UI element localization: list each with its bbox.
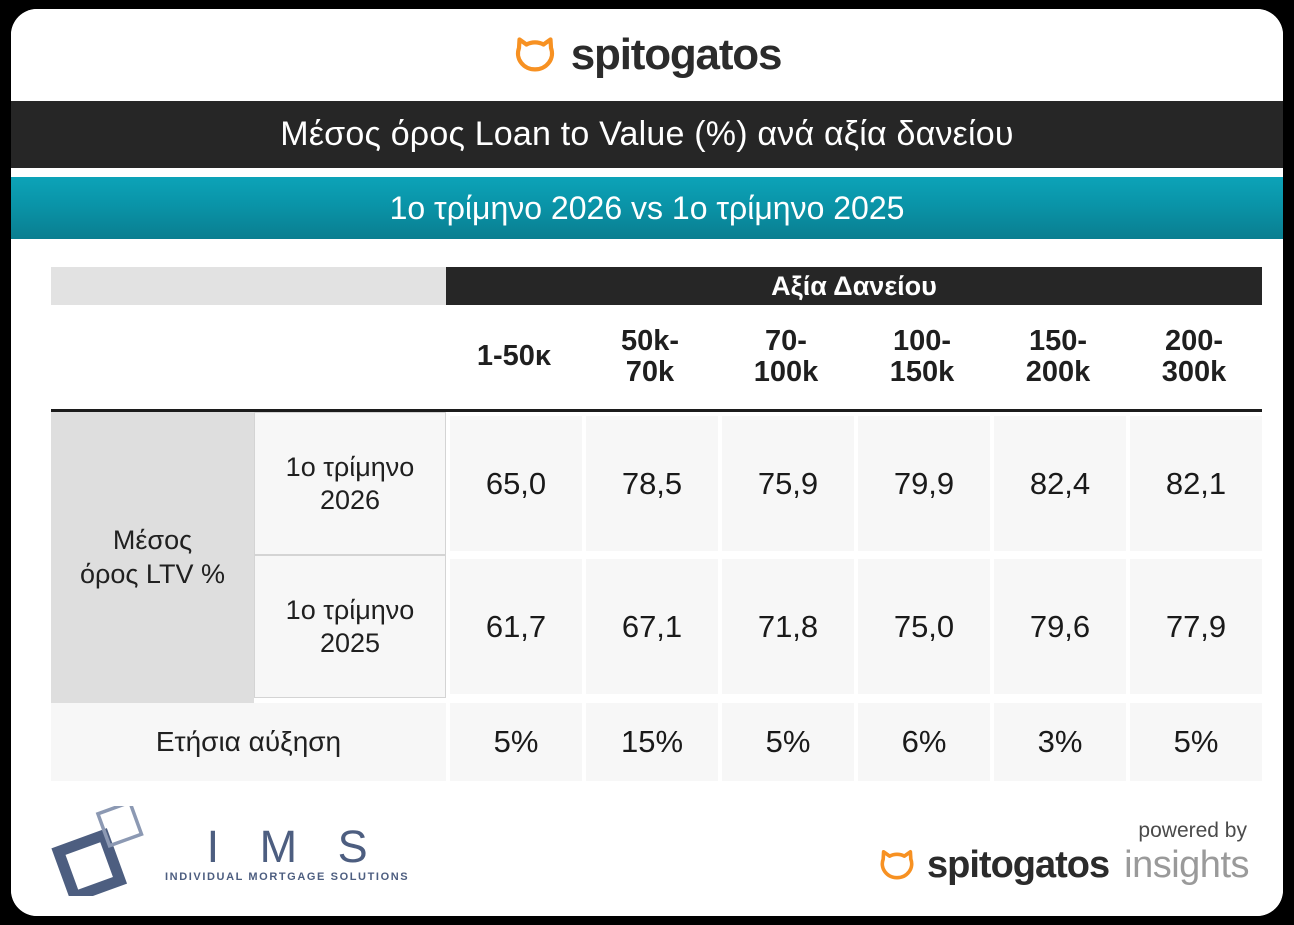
- ims-letters: I M S: [206, 820, 382, 872]
- group-header-title: Αξία Δανείου: [446, 267, 1263, 305]
- group-header-row: Αξία Δανείου: [51, 267, 1263, 305]
- row-label-q1-2025: 1ο τρίμηνο 2025: [254, 555, 446, 698]
- column-header-6-line2: 300k: [1161, 356, 1227, 388]
- header-rule: [51, 409, 1263, 412]
- cell-2026-70-100k: 75,9: [718, 412, 854, 555]
- column-header-1: 1-50κ: [446, 305, 582, 409]
- insights-logo: spitogatos insights: [878, 844, 1249, 887]
- column-header-2-line1: 50k-: [620, 324, 680, 357]
- growth-70-100k: 5%: [718, 703, 854, 781]
- column-header-4-line1: 100-: [892, 324, 952, 357]
- cell-2025-70-100k: 71,8: [718, 555, 854, 698]
- row-group-label-line1: Μέσος: [112, 524, 193, 555]
- cell-2025-200-300k: 77,9: [1126, 555, 1263, 698]
- powered-by-block: powered by spitogatos insights: [878, 819, 1249, 887]
- column-header-3-line1: 70-: [765, 324, 807, 357]
- growth-row: Ετήσια αύξηση 5% 15% 5% 6% 3% 5%: [51, 703, 1263, 781]
- column-header-4-line2: 150k: [889, 356, 955, 388]
- row-label-q1-2025-line1: 1ο τρίμηνο: [285, 594, 415, 625]
- cell-2026-200-300k: 82,1: [1126, 412, 1263, 555]
- cell-2026-50k-70k: 78,5: [582, 412, 718, 555]
- header-rule-line: [51, 409, 1263, 412]
- growth-label: Ετήσια αύξηση: [51, 703, 446, 781]
- ims-logo: I M S INDIVIDUAL MORTGAGE SOLUTIONS: [49, 799, 410, 904]
- report-title-bar: Μέσος όρος Loan to Value (%) ανά αξία δα…: [11, 101, 1283, 168]
- row-spacer: [51, 698, 1263, 703]
- column-header-5: 150- 200k: [990, 305, 1126, 409]
- column-header-3: 70- 100k: [718, 305, 854, 409]
- row-group-label: Μέσος όρος LTV %: [51, 412, 254, 703]
- insights-brand-name: spitogatos: [927, 844, 1110, 886]
- cat-icon: [513, 34, 557, 77]
- column-header-6-line1: 200-: [1164, 324, 1224, 357]
- ltv-table: Αξία Δανείου 1-50κ 50k- 70k 70- 100k: [51, 267, 1263, 781]
- table-zone: Αξία Δανείου 1-50κ 50k- 70k 70- 100k: [11, 239, 1283, 798]
- footer: I M S INDIVIDUAL MORTGAGE SOLUTIONS powe…: [11, 798, 1283, 916]
- report-subtitle-bar: 1ο τρίμηνο 2026 vs 1ο τρίμηνο 2025: [11, 177, 1283, 239]
- group-header-blank: [51, 267, 446, 305]
- cell-2026-150-200k: 82,4: [990, 412, 1126, 555]
- column-header-1-line1: 1-50κ: [476, 340, 552, 373]
- corner-blank-2: [254, 305, 446, 409]
- row-label-q1-2026: 1ο τρίμηνο 2026: [254, 412, 446, 555]
- corner-blank-1: [51, 305, 254, 409]
- table-row: 1ο τρίμηνο 2025 61,7 67,1 71,8 75,0 79,6…: [51, 555, 1263, 698]
- cell-2026-1-50k: 65,0: [446, 412, 582, 555]
- table-row: Μέσος όρος LTV % 1ο τρίμηνο 2026 65,0 78…: [51, 412, 1263, 703]
- ims-tagline: INDIVIDUAL MORTGAGE SOLUTIONS: [165, 871, 410, 884]
- row-label-q1-2025-line2: 2025: [319, 627, 381, 658]
- column-header-4: 100- 150k: [854, 305, 990, 409]
- cat-icon: [878, 847, 916, 885]
- growth-200-300k: 5%: [1126, 703, 1263, 781]
- column-header-5-line2: 200k: [1025, 356, 1091, 388]
- cell-2025-100-150k: 75,0: [854, 555, 990, 698]
- column-header-row: 1-50κ 50k- 70k 70- 100k 100- 150k: [51, 305, 1263, 409]
- column-header-2-line2: 70k: [625, 356, 675, 388]
- growth-50k-70k: 15%: [582, 703, 718, 781]
- cell-2025-1-50k: 61,7: [446, 555, 582, 698]
- row-group-label-line2: όρος LTV %: [80, 558, 225, 589]
- cell-2025-150-200k: 79,6: [990, 555, 1126, 698]
- column-header-5-line1: 150-: [1028, 324, 1088, 357]
- brand-name: spitogatos: [570, 30, 783, 79]
- insights-suffix: insights: [1124, 844, 1249, 886]
- ims-diamonds-icon: [49, 799, 159, 904]
- growth-150-200k: 3%: [990, 703, 1126, 781]
- powered-by-label: powered by: [1138, 819, 1247, 842]
- column-header-6: 200- 300k: [1126, 305, 1263, 409]
- row-label-q1-2026-line2: 2026: [319, 484, 381, 515]
- row-spacer-fill: [254, 698, 1263, 703]
- cell-2025-50k-70k: 67,1: [582, 555, 718, 698]
- growth-100-150k: 6%: [854, 703, 990, 781]
- brand-header: spitogatos: [11, 9, 1283, 101]
- row-label-q1-2026-line1: 1ο τρίμηνο: [285, 451, 415, 482]
- column-header-3-line2: 100k: [753, 356, 819, 388]
- cell-2026-100-150k: 79,9: [854, 412, 990, 555]
- ims-text: I M S INDIVIDUAL MORTGAGE SOLUTIONS: [165, 820, 410, 884]
- report-card: spitogatos Μέσος όρος Loan to Value (%) …: [11, 9, 1283, 916]
- column-header-2: 50k- 70k: [582, 305, 718, 409]
- title-spacer: [11, 168, 1283, 177]
- page-subtitle: 1ο τρίμηνο 2026 vs 1ο τρίμηνο 2025: [389, 189, 905, 226]
- growth-1-50k: 5%: [446, 703, 582, 781]
- page-title: Μέσος όρος Loan to Value (%) ανά αξία δα…: [280, 115, 1014, 153]
